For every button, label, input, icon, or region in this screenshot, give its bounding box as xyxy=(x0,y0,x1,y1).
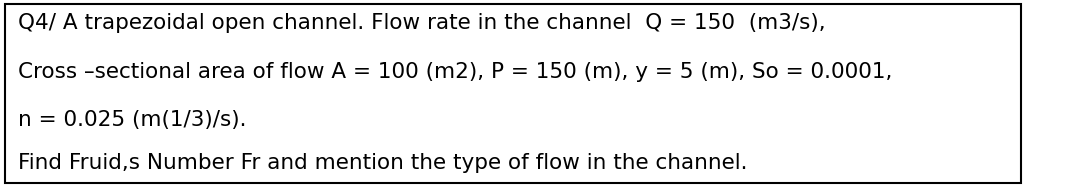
Text: Cross –sectional area of flow A = 100 (m2), P = 150 (m), y = 5 (m), So = 0.0001,: Cross –sectional area of flow A = 100 (m… xyxy=(18,62,892,82)
Text: Q4/ A trapezoidal open channel. Flow rate in the channel  Q = 150  (m3/s),: Q4/ A trapezoidal open channel. Flow rat… xyxy=(18,13,827,33)
Text: n = 0.025 (m(1/3)/s).: n = 0.025 (m(1/3)/s). xyxy=(18,110,247,130)
Text: Find Fruid,s Number Fr and mention the type of flow in the channel.: Find Fruid,s Number Fr and mention the t… xyxy=(18,153,748,173)
